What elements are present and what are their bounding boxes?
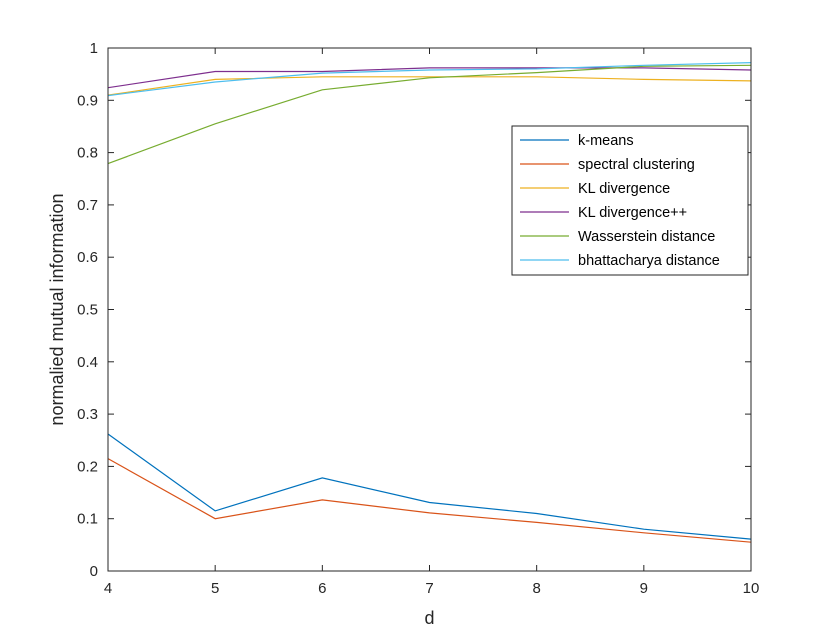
legend-label: Wasserstein distance [578, 229, 715, 245]
x-tick-label: 7 [425, 580, 433, 597]
x-tick-label: 8 [532, 580, 540, 597]
x-tick-label: 4 [104, 580, 112, 597]
y-tick-label: 0.6 [77, 249, 98, 266]
legend-label: bhattacharya distance [578, 253, 720, 269]
series-line-1 [107, 433, 752, 540]
series-line-2 [107, 458, 752, 543]
tick-label-layer: 4 5 6 7 8 9 10 0 0.1 0.2 0.3 0.4 0.5 0.6 0.7 0.8 0.9 1 [77, 40, 759, 597]
axes-layer [107, 47, 752, 572]
x-tick-label: 9 [640, 580, 648, 597]
y-tick-label: 0.8 [77, 145, 98, 162]
y-tick-label: 0.3 [77, 406, 98, 423]
x-axis-label: d [424, 608, 434, 628]
x-tick-label: 5 [211, 580, 219, 597]
legend-label: KL divergence++ [578, 205, 687, 221]
y-tick-label: 0.2 [77, 458, 98, 475]
y-tick-label: 0 [90, 563, 98, 580]
series-line-3 [107, 76, 752, 96]
series-line-4 [107, 67, 752, 89]
legend-label: k-means [578, 133, 634, 149]
x-tick-label: 6 [318, 580, 326, 597]
series-line-5 [107, 64, 752, 165]
y-tick-label: 0.7 [77, 197, 98, 214]
legend: k-means spectral clustering KL divergence K… [511, 125, 749, 276]
legend-label: spectral clustering [578, 157, 695, 173]
series-line-6 [107, 62, 752, 97]
y-tick-label: 0.9 [77, 92, 98, 109]
x-tick-label: 10 [743, 580, 760, 597]
legend-label: KL divergence [578, 181, 670, 197]
y-tick-label: 1 [90, 40, 98, 57]
series-layer [107, 62, 752, 543]
legend-box [511, 125, 749, 276]
y-tick-label: 0.4 [77, 354, 98, 371]
y-axis-label: normalied mutual information [47, 193, 67, 425]
y-tick-label: 0.1 [77, 511, 98, 528]
y-tick-label: 0.5 [77, 302, 98, 319]
